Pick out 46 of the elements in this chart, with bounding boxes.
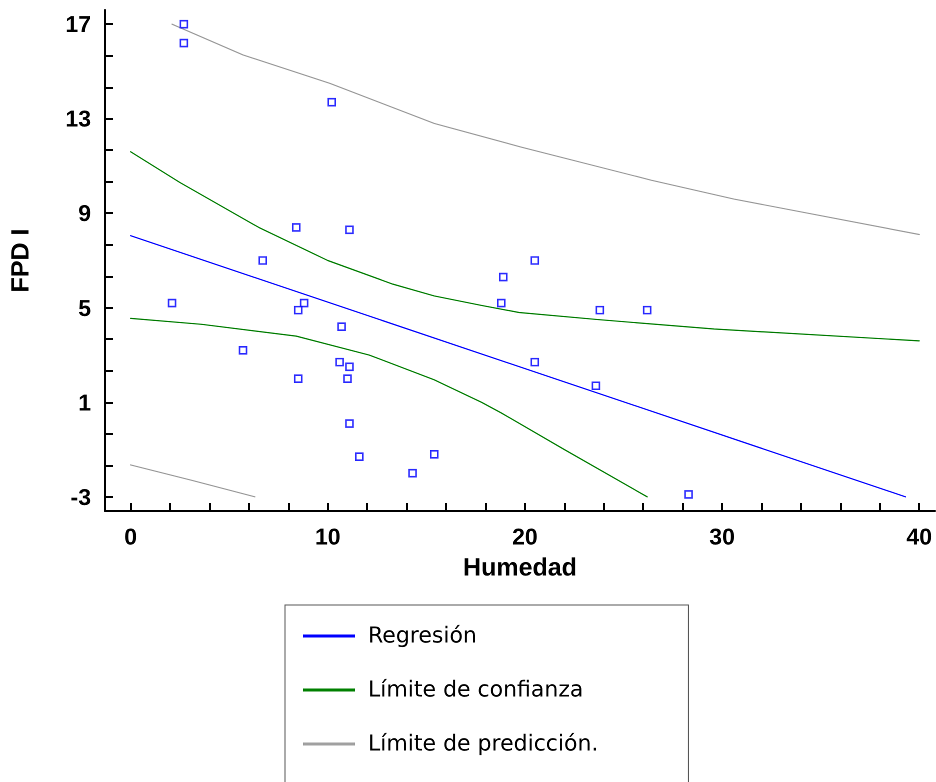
x-tick-label: 40 bbox=[906, 524, 932, 550]
point bbox=[684, 490, 693, 499]
point bbox=[180, 20, 188, 28]
point bbox=[294, 306, 303, 314]
y-axis-title: FPD I bbox=[6, 228, 34, 292]
x-tick-label: 0 bbox=[124, 524, 138, 550]
point bbox=[345, 362, 354, 372]
y-tick-label: 17 bbox=[65, 11, 91, 38]
point bbox=[592, 381, 600, 390]
point bbox=[355, 452, 364, 461]
point bbox=[337, 322, 346, 331]
y-tick-label: 9 bbox=[78, 200, 91, 226]
point bbox=[642, 306, 652, 314]
point bbox=[258, 256, 268, 265]
y-tick-label: 1 bbox=[78, 389, 92, 416]
x-tick-label: 30 bbox=[709, 524, 735, 550]
point bbox=[496, 298, 506, 308]
x-axis-title: Humedad bbox=[463, 554, 577, 582]
point bbox=[343, 374, 352, 383]
point bbox=[335, 358, 344, 366]
line-series bbox=[130, 151, 920, 342]
point bbox=[345, 225, 354, 234]
x-tick-label: 20 bbox=[512, 524, 538, 550]
point bbox=[238, 346, 248, 355]
point bbox=[530, 256, 540, 265]
point bbox=[292, 223, 301, 232]
line-series bbox=[130, 318, 648, 498]
point bbox=[345, 419, 354, 428]
point bbox=[430, 450, 439, 459]
legend-label: Regresión bbox=[368, 624, 477, 648]
y-tick-label: -3 bbox=[70, 484, 91, 510]
point bbox=[498, 272, 508, 282]
x-tick-label: 10 bbox=[314, 524, 341, 550]
y-tick-label: 5 bbox=[78, 294, 92, 321]
legend-label: Límite de confianza bbox=[368, 678, 584, 702]
point bbox=[327, 98, 336, 106]
line-series bbox=[171, 24, 920, 236]
point bbox=[596, 306, 604, 314]
point bbox=[294, 374, 303, 383]
point bbox=[180, 38, 188, 48]
point bbox=[530, 358, 540, 366]
point bbox=[408, 468, 417, 478]
legend-label: Límite de predicción. bbox=[368, 732, 598, 756]
point bbox=[300, 298, 308, 308]
y-tick-label: 13 bbox=[65, 106, 91, 132]
point bbox=[168, 298, 176, 308]
